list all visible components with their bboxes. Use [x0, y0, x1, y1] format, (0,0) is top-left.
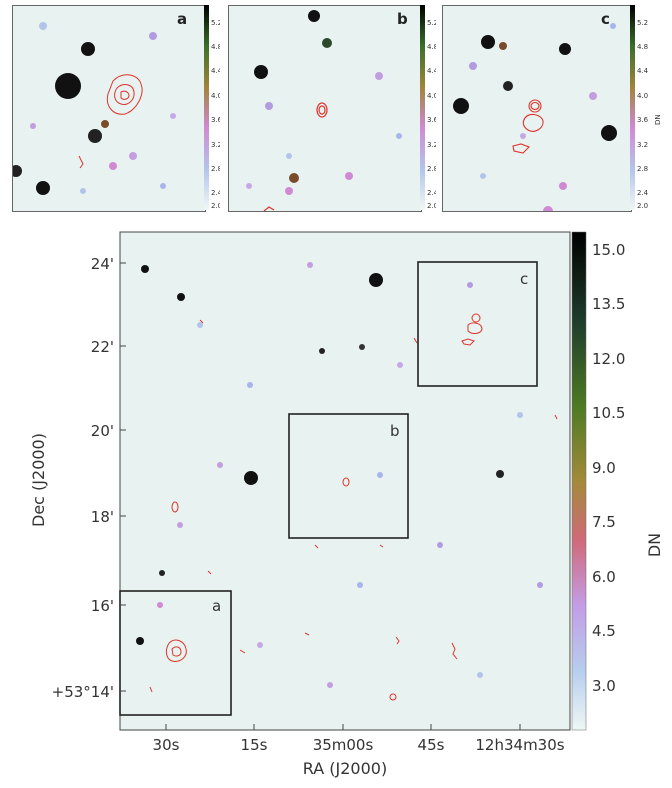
small-cbar-tick: 2.0: [211, 202, 220, 210]
small-cbar-tick: 4.4: [637, 67, 649, 75]
small-cbar-tick: 2.8: [637, 165, 648, 173]
small-cbar-tick: 4.8: [427, 43, 436, 51]
y-tick-label: 18': [91, 508, 114, 526]
small-cbar-tick: 2.0: [637, 202, 648, 210]
x-axis-title: RA (J2000): [303, 759, 387, 778]
panel-c-label: c: [601, 10, 610, 28]
main-contours: [149, 313, 558, 701]
panel-c-colorbar: 5.2 4.8 4.4 4.0 3.6 3.2 2.8 2.4 2.0 DN: [630, 5, 662, 210]
small-cbar-tick: 3.2: [211, 141, 220, 149]
small-cbar-tick: 4.0: [211, 92, 220, 100]
small-cbar-tick: 2.8: [211, 165, 220, 173]
y-tick-label: 20': [91, 422, 114, 440]
small-cbar-tick: 5.2: [427, 19, 436, 27]
small-cbar-unit: DN: [654, 114, 662, 125]
cbar-tick: 13.5: [592, 295, 625, 313]
cbar-tick: 6.0: [592, 568, 616, 586]
small-cbar-tick: 2.4: [637, 189, 649, 197]
small-cbar-tick: 2.4: [427, 189, 436, 197]
box-a: [119, 590, 232, 716]
small-cbar-tick: 3.6: [637, 116, 649, 124]
small-cbar-tick: 4.8: [211, 43, 220, 51]
panel-a: a: [12, 5, 206, 212]
small-cbar-tick: 3.2: [637, 141, 648, 149]
panel-c: c: [442, 5, 632, 212]
small-cbar-tick: 2.8: [427, 165, 436, 173]
x-axis: 30s 15s 35m00s 45s 12h34m30s: [153, 724, 565, 754]
box-b-label: b: [390, 422, 400, 440]
cbar-tick: 12.0: [592, 350, 625, 368]
small-cbar-tick: 4.8: [637, 43, 648, 51]
small-cbar-tick: 4.0: [427, 92, 436, 100]
panel-a-contour: [78, 74, 143, 169]
panel-c-image: [443, 6, 631, 211]
panel-b-colorbar: 5.2 4.8 4.4 4.0 3.6 3.2 2.8 2.4 2.0: [420, 5, 436, 210]
box-b: [288, 413, 409, 539]
small-cbar-tick: 2.4: [211, 189, 220, 197]
small-cbar-tick: 4.4: [211, 67, 220, 75]
y-tick-label: 24': [91, 255, 114, 273]
x-tick-label: 15s: [241, 736, 268, 754]
x-tick-label: 30s: [153, 736, 180, 754]
panel-a-colorbar: 5.2 4.8 4.4 4.0 3.6 3.2 2.8 2.4 2.0: [204, 5, 220, 210]
small-cbar-tick: 4.4: [427, 67, 436, 75]
cbar-tick: 9.0: [592, 459, 616, 477]
panel-b-image: [229, 6, 421, 211]
small-cbar-tick: 5.2: [211, 19, 220, 27]
panel-c-contour: [512, 99, 544, 154]
small-cbar-tick: 2.0: [427, 202, 436, 210]
main-image: [119, 231, 571, 731]
panel-a-image: [13, 6, 205, 211]
small-cbar-tick: 3.6: [427, 116, 436, 124]
main-colorbar-ticks: 15.0 13.5 12.0 10.5 9.0 7.5 6.0 4.5 3.0: [592, 241, 625, 695]
panel-b-label: b: [397, 10, 408, 28]
x-tick-label: 35m00s: [313, 736, 374, 754]
main-colorbar: [571, 231, 587, 731]
panel-b-contour: [263, 102, 328, 211]
y-tick-label: +53°14': [52, 683, 114, 701]
box-a-label: a: [212, 597, 221, 615]
cbar-tick: 7.5: [592, 513, 616, 531]
field-sources: [136, 262, 543, 688]
panel-a-label: a: [177, 10, 188, 28]
panel-b: b: [228, 5, 422, 212]
y-tick-label: 16': [91, 597, 114, 615]
main-figure: c b a 24' 22' 20' 18' 16' +53°14' 30s 15…: [29, 231, 664, 778]
small-cbar-tick: 3.2: [427, 141, 436, 149]
small-cbar-tick: 5.2: [637, 19, 648, 27]
y-axis: 24' 22' 20' 18' 16' +53°14': [52, 255, 126, 701]
x-tick-label: 12h34m30s: [475, 736, 564, 754]
cbar-tick: 4.5: [592, 622, 616, 640]
y-tick-label: 22': [91, 338, 114, 356]
cbar-tick: 10.5: [592, 404, 625, 422]
main-colorbar-unit: DN: [645, 533, 664, 557]
box-c-label: c: [520, 270, 528, 288]
small-cbar-tick: 4.0: [637, 92, 648, 100]
y-axis-title: Dec (J2000): [29, 433, 48, 527]
cbar-tick: 15.0: [592, 241, 625, 259]
small-cbar-tick: 3.6: [211, 116, 220, 124]
box-c: [417, 261, 538, 387]
x-tick-label: 45s: [418, 736, 445, 754]
cbar-tick: 3.0: [592, 677, 616, 695]
